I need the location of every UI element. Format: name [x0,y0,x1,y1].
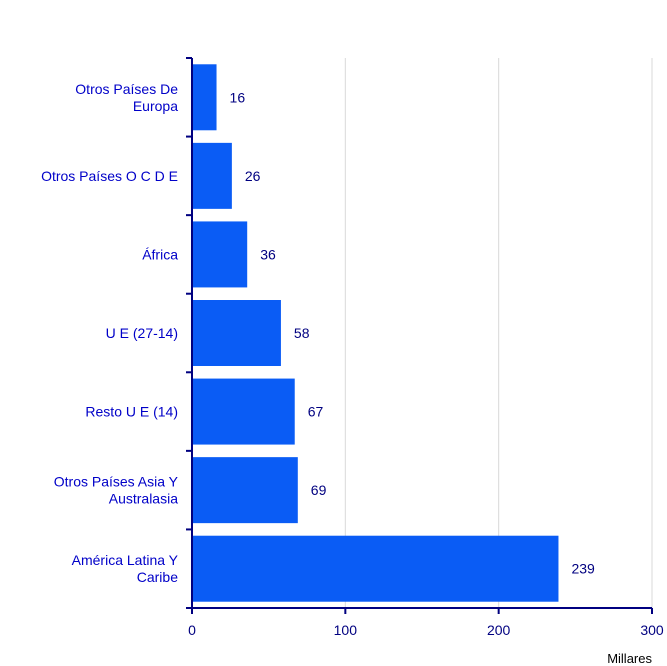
x-tick-label-300: 300 [640,622,664,638]
x-tick-label-200: 200 [487,622,511,638]
bar-6 [192,457,298,524]
value-label-6: 69 [311,482,327,498]
value-label-5: 67 [308,404,324,420]
bar-5 [192,378,295,445]
category-label-3: África [142,246,178,262]
x-tick-label-0: 0 [188,622,196,638]
x-tick-label-100: 100 [334,622,358,638]
bar-1 [192,64,217,131]
labels: Otros Países De Europa 16 Otros Países O C … [41,81,664,638]
grid-lines [344,58,653,608]
bars [192,64,559,602]
bar-2 [192,142,232,209]
value-label-2: 26 [245,168,261,184]
category-label-2: Otros Países O C D E [41,168,178,184]
category-label-5: Resto U E (14) [85,404,178,420]
x-axis-unit-label: Millares [607,651,652,666]
value-label-3: 36 [260,246,276,262]
category-label-6: Otros Países Asia Y Australasia [54,474,179,507]
category-label-4: U E (27-14) [106,325,178,341]
value-label-1: 16 [230,89,246,105]
category-label-1: Otros Países De Europa [75,81,178,114]
bar-7 [192,535,559,602]
axes [186,57,653,614]
value-label-7: 239 [571,561,595,577]
bar-3 [192,221,248,288]
bar-4 [192,300,281,366]
value-label-4: 58 [294,325,310,341]
category-label-7: América Latina Y Caribe [72,552,179,585]
